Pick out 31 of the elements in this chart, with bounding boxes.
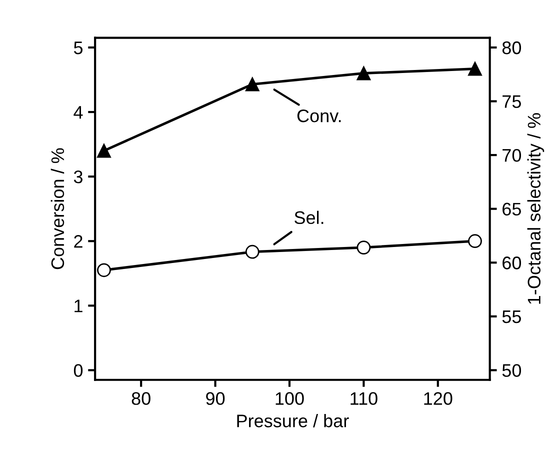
x-tick-label: 110 [350, 392, 378, 405]
point [468, 62, 482, 76]
series-label: Sel. [294, 210, 324, 224]
y-tick-label: 0 [74, 364, 83, 377]
point [245, 77, 260, 92]
point [468, 234, 482, 248]
y2-tick-label: 70 [502, 148, 522, 162]
x-tick-label: 120 [424, 392, 452, 405]
x-tick-label: 90 [206, 392, 225, 405]
y-tick-label: 1 [74, 300, 82, 312]
y2-tick-label: 50 [502, 364, 522, 377]
legend-label: Conv. [297, 109, 341, 122]
y-tick-label: 5 [74, 42, 83, 54]
point [245, 244, 260, 259]
y2-axis-title: 1-Octanal selectivity / % [527, 113, 544, 304]
y2-tick-label: 65 [502, 202, 521, 216]
y-axis-title: Conversion / % [50, 148, 64, 270]
point [356, 240, 371, 254]
y2-tick-label: 80 [502, 41, 522, 54]
y-tick-label: 2 [74, 235, 82, 248]
x-tick-label: 100 [276, 392, 304, 405]
y2-tick-label: 75 [502, 95, 521, 108]
x-tick-label: 80 [132, 392, 150, 405]
y-tick-label: 4 [74, 106, 83, 119]
y2-tick-label: 55 [502, 310, 521, 324]
point [356, 66, 371, 80]
point [97, 144, 111, 158]
x-axis-title: Pressure / bar [237, 414, 349, 428]
point [97, 263, 111, 278]
y-tick-label: 3 [74, 170, 82, 184]
y2-tick-label: 60 [502, 256, 522, 270]
